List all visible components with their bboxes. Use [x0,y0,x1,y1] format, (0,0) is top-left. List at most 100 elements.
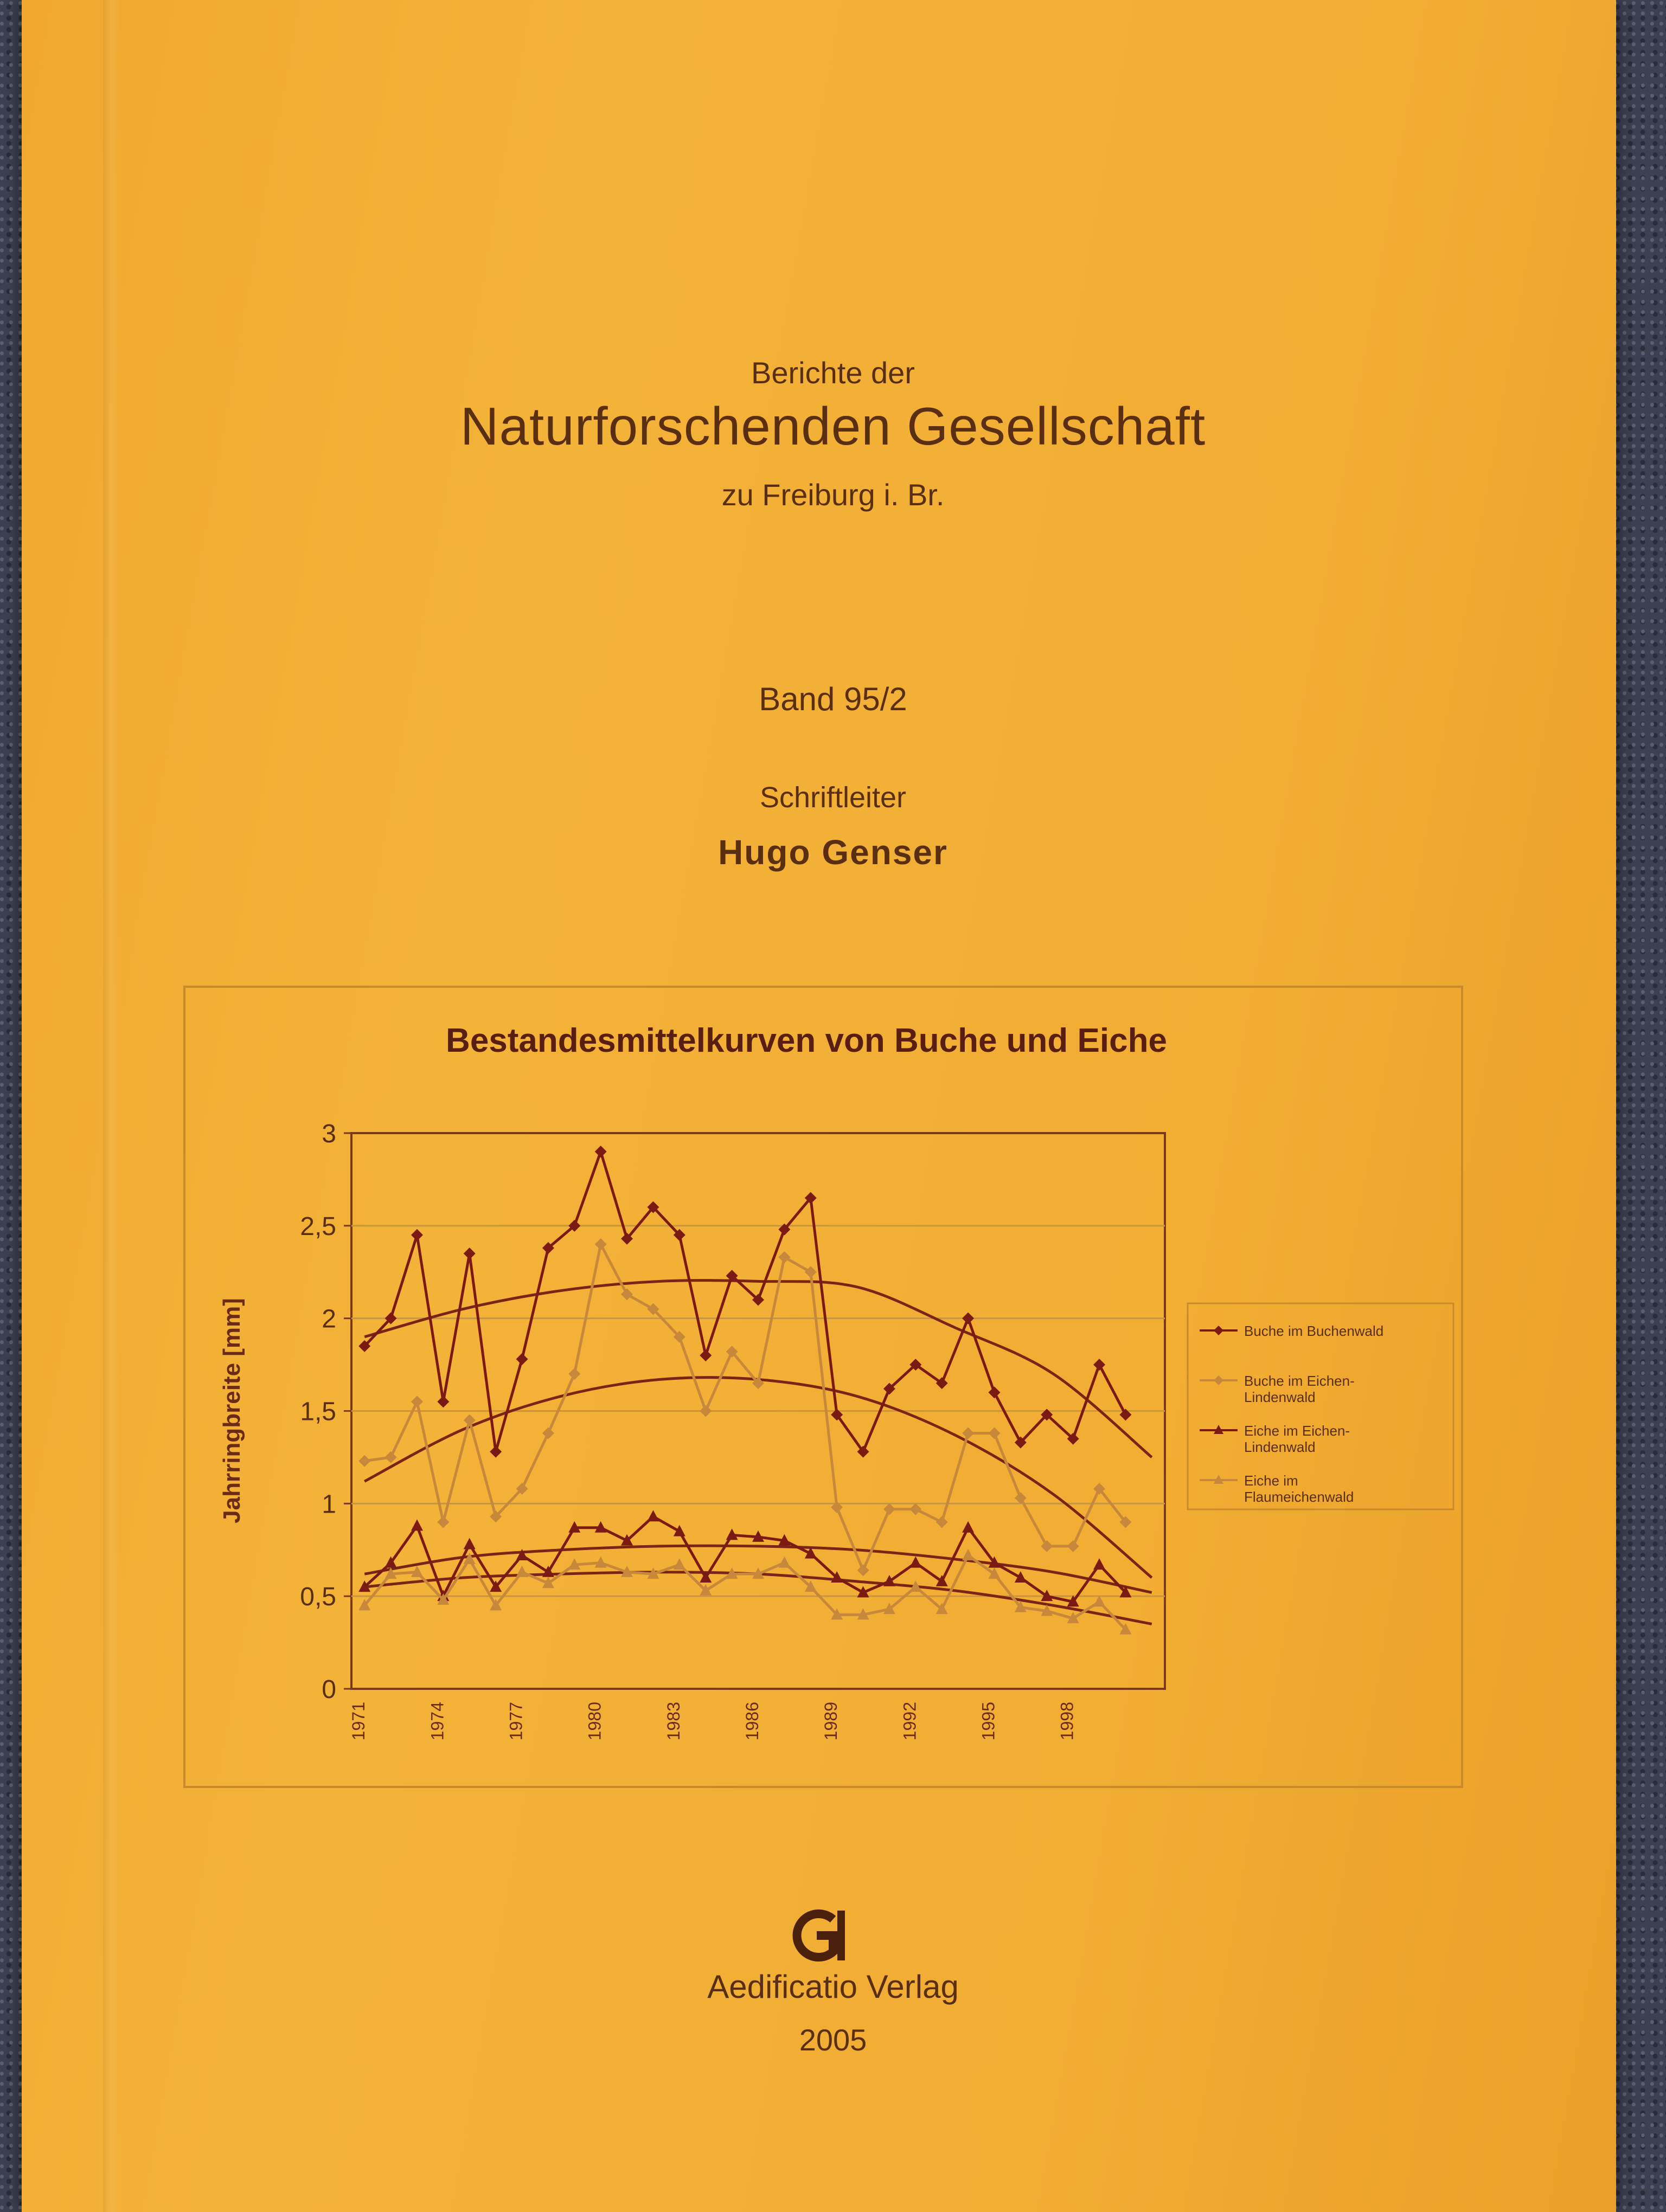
data-point [594,1146,607,1158]
data-point [726,1346,738,1358]
data-point [1041,1590,1053,1602]
data-point [411,1519,423,1531]
data-point [516,1565,528,1577]
spine-fold [103,0,119,2212]
editor-role: Schriftleiter [759,781,907,814]
grid-lines [344,1132,1165,1690]
data-point [1014,1571,1027,1583]
data-point [962,1312,975,1324]
data-point [1041,1604,1053,1616]
x-tick-label: 1986 [742,1702,762,1740]
data-point [542,1565,554,1577]
data-point [594,1556,607,1568]
data-point [726,1270,738,1282]
y-tick-label: 0 [322,1675,336,1704]
data-point [385,1312,397,1324]
data-point [385,1451,397,1463]
legend-label: Buche im Eichen-Lindenwald [1244,1373,1355,1405]
data-point [568,1219,581,1232]
publisher-name: Aedificatio Verlag [707,1969,959,2005]
data-point [700,1584,712,1596]
data-point [463,1414,476,1426]
book-cover [22,0,1616,2212]
legend-marker [1214,1425,1223,1434]
data-point [1093,1359,1106,1371]
data-point [1067,1432,1079,1445]
x-tick-label: 1992 [900,1702,919,1740]
line-chart: Bestandesmittelkurven von Buche und Eich… [219,1022,1454,1740]
data-point [516,1549,528,1560]
data-point [358,1599,371,1611]
data-point [726,1528,738,1540]
data-point [358,1340,371,1352]
data-point [1041,1409,1053,1421]
data-point [411,1396,423,1408]
data-point [909,1580,922,1592]
data-point [594,1238,607,1250]
x-tick-label: 1977 [507,1702,526,1740]
data-point [516,1353,528,1365]
data-point [542,1242,554,1254]
data-point [1119,1623,1132,1635]
trendline [364,1376,1153,1579]
data-point [857,1586,869,1598]
data-point [831,1608,843,1620]
data-point [752,1294,764,1306]
data-point [962,1427,975,1439]
data-point [647,1201,659,1213]
y-axis-label: Jahrringbreite [mm] [219,1298,245,1523]
data-point [883,1574,895,1586]
y-tick-label: 0,5 [300,1583,336,1611]
publication-year: 2005 [799,2023,867,2057]
x-tick-label: 1971 [349,1702,368,1740]
y-tick-label: 2,5 [300,1212,336,1241]
data-point [673,1330,685,1343]
data-point [778,1534,791,1546]
data-point [1119,1409,1132,1421]
data-point [883,1503,895,1515]
data-point [542,1577,554,1589]
data-point [778,1556,791,1568]
data-point [1067,1540,1079,1552]
legend-label: Buche im Buchenwald [1244,1323,1383,1339]
legend-marker [1214,1475,1223,1484]
data-point [752,1377,764,1390]
data-point [831,1409,843,1421]
data-point [857,1445,869,1458]
data-point [437,1516,450,1528]
series-line [364,1240,1127,1574]
x-tick-label: 1983 [664,1702,683,1740]
data-point [673,1558,685,1570]
data-point [804,1266,817,1278]
location: zu Freiburg i. Br. [721,478,945,512]
data-point [516,1483,528,1495]
data-point [700,1571,712,1583]
series-line [363,1515,1127,1604]
data-point [594,1521,607,1533]
data-point [988,1427,1001,1439]
editor-name: Hugo Genser [718,833,948,872]
trendline [364,1279,1153,1458]
data-point [1093,1483,1106,1495]
data-point [411,1565,423,1577]
data-point [568,1368,581,1380]
data-point [385,1556,397,1568]
y-tick-label: 1 [322,1490,336,1519]
data-point [542,1427,554,1439]
data-point [621,1565,633,1577]
data-point [1093,1595,1106,1607]
y-tick-label: 3 [322,1120,336,1148]
data-point [935,1377,948,1390]
data-point [752,1530,764,1542]
data-point [831,1501,843,1514]
data-point [463,1248,476,1260]
data-point [909,1556,922,1568]
data-point [385,1567,397,1579]
data-point [621,1534,633,1546]
data-point [411,1229,423,1241]
data-point [726,1567,738,1579]
data-point [490,1599,502,1611]
legend-box [1187,1302,1454,1510]
data-point [778,1251,791,1263]
data-point [437,1593,450,1605]
